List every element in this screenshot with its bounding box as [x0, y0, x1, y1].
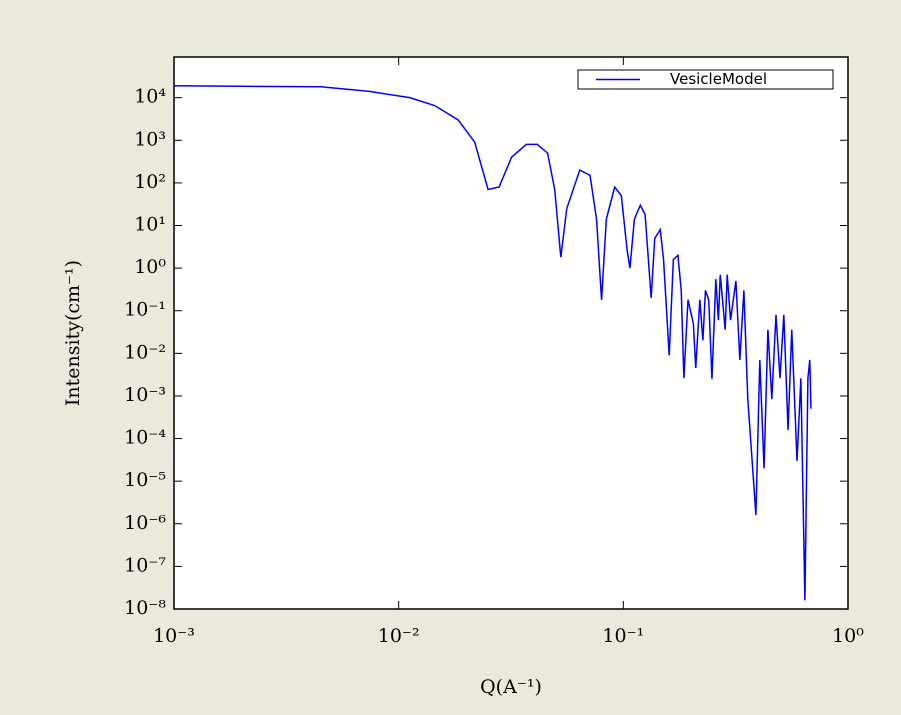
y-tick-label: 10² — [134, 171, 166, 193]
legend-box — [577, 69, 834, 90]
x-axis-label: Q(A⁻¹) — [480, 676, 542, 698]
x-tick-label: 10⁻² — [378, 625, 420, 647]
y-tick-label: 10⁻⁴ — [124, 427, 166, 449]
y-tick-label: 10⁻¹ — [124, 299, 166, 321]
y-tick-label: 10¹ — [134, 213, 166, 235]
plot-area — [173, 56, 849, 610]
x-tick-label: 10⁰ — [832, 625, 864, 647]
y-tick-label: 10⁻⁵ — [124, 469, 166, 491]
y-tick-label: 10⁻⁷ — [124, 554, 166, 576]
legend-label: VesicleModel — [670, 70, 767, 88]
series-line — [173, 85, 812, 601]
y-axis-label: Intensity(cm⁻¹) — [62, 260, 84, 406]
y-tick-label: 10⁴ — [134, 86, 166, 108]
x-tick-label: 10⁻¹ — [602, 625, 644, 647]
y-tick-label: 10⁰ — [134, 256, 166, 278]
x-tick-label: 10⁻³ — [153, 625, 195, 647]
y-tick-label: 10⁻⁶ — [124, 512, 166, 534]
y-tick-label: 10⁻⁸ — [124, 597, 166, 619]
y-tick-label: 10³ — [134, 128, 166, 150]
y-tick-label: 10⁻² — [124, 341, 166, 363]
y-tick-label: 10⁻³ — [124, 384, 166, 406]
